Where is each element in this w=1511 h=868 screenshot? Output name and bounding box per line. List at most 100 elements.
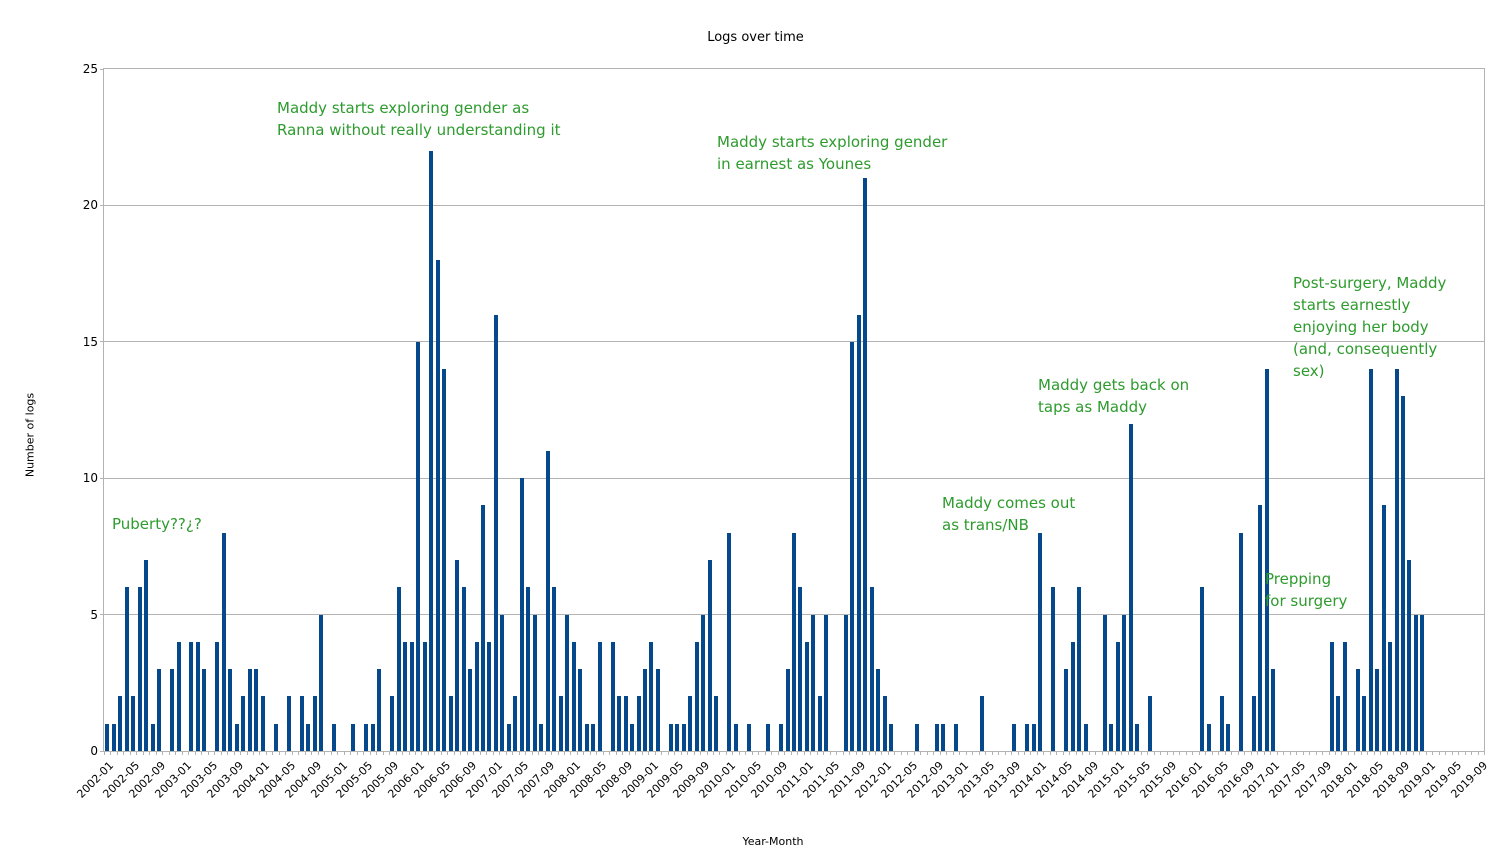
bar — [1394, 369, 1399, 751]
x-axis-tick — [661, 751, 663, 755]
x-axis-tick — [751, 751, 753, 755]
bar — [513, 696, 518, 751]
bar — [474, 641, 479, 751]
y-axis-tick — [100, 341, 104, 343]
bar — [1070, 641, 1075, 751]
x-axis-tick — [337, 751, 339, 755]
bar — [591, 723, 596, 751]
x-axis-tick — [583, 751, 585, 755]
bar — [254, 669, 259, 751]
bar — [792, 532, 796, 751]
x-axis-tick — [862, 751, 864, 755]
x-axis-tick — [1458, 751, 1460, 755]
bar — [850, 341, 855, 751]
x-axis-tick — [1211, 751, 1213, 755]
bar — [157, 669, 162, 751]
x-axis-tick — [725, 751, 727, 755]
bar — [727, 532, 732, 751]
bar — [953, 723, 958, 751]
x-axis-tick — [427, 751, 429, 755]
bar — [746, 723, 751, 751]
bar — [1342, 641, 1347, 751]
x-axis-tick — [1049, 751, 1051, 755]
bar — [137, 587, 142, 751]
x-axis-tick — [1237, 751, 1239, 755]
bar — [1148, 696, 1153, 751]
bar — [1031, 723, 1036, 751]
x-axis-tick — [926, 751, 928, 755]
x-axis-tick — [855, 751, 857, 755]
bar — [1381, 505, 1386, 751]
x-axis-tick — [952, 751, 954, 755]
bar — [882, 696, 887, 751]
x-axis-tick — [304, 751, 306, 755]
x-axis-tick — [414, 751, 416, 755]
bar — [260, 696, 265, 751]
x-axis-tick — [764, 751, 766, 755]
x-axis-tick — [1322, 751, 1324, 755]
x-axis-tick — [1140, 751, 1142, 755]
plot-area: 0 5 10 15 20 25 2002-01 2002-05 2002-09 2003-01 20… — [75, 62, 1490, 801]
x-axis-tick — [518, 751, 520, 755]
bar — [429, 150, 434, 751]
bar — [396, 587, 401, 751]
x-axis-tick — [1328, 751, 1330, 755]
x-axis-tick — [900, 751, 902, 755]
x-axis-tick — [136, 751, 138, 755]
x-axis-tick — [1224, 751, 1226, 755]
bar — [623, 696, 628, 751]
bar — [1252, 696, 1256, 751]
x-axis-tick — [253, 751, 254, 755]
x-axis-tick — [1179, 751, 1181, 755]
x-axis-tick — [453, 751, 455, 755]
x-axis-tick — [1263, 751, 1265, 755]
x-axis-tick — [1153, 751, 1155, 755]
x-axis-tick — [265, 751, 267, 755]
x-axis-tick — [1121, 751, 1123, 755]
x-axis-tick — [104, 751, 105, 755]
x-axis-tick — [1276, 751, 1278, 755]
bar — [312, 696, 317, 751]
x-axis-tick — [1017, 751, 1019, 755]
x-axis-tick — [330, 751, 332, 755]
x-axis-tick — [188, 751, 190, 755]
annotation-taps: Maddy gets back on taps as Maddy — [1038, 376, 1190, 416]
x-axis-tick — [123, 751, 125, 755]
x-axis-tick — [1030, 751, 1032, 755]
x-axis-tick — [285, 751, 287, 755]
annotation-younes: Maddy starts exploring gender in earnest… — [717, 133, 948, 173]
x-axis-tick — [181, 751, 183, 755]
x-axis-tick — [389, 751, 391, 755]
bar — [766, 723, 771, 751]
bar — [1038, 532, 1043, 751]
x-axis-tick — [1160, 751, 1162, 755]
x-axis-tick — [790, 751, 792, 755]
gridline-y-10 — [104, 477, 1484, 479]
x-axis-tick — [175, 751, 177, 755]
bar — [1388, 641, 1393, 751]
x-axis-tick — [1043, 751, 1045, 755]
chart-title: Logs over time — [707, 30, 804, 45]
x-axis-tick — [492, 751, 494, 755]
x-axis-tick — [1438, 751, 1440, 755]
x-axis-tick — [278, 751, 280, 755]
bar — [1012, 723, 1017, 751]
x-axis-tick — [259, 751, 261, 755]
x-axis-tick — [1393, 751, 1395, 755]
x-axis-tick — [615, 751, 617, 755]
x-axis-tick — [116, 751, 118, 755]
bar — [442, 369, 447, 751]
bar — [979, 696, 984, 751]
bar — [390, 696, 395, 751]
bar — [558, 696, 563, 751]
x-axis-tick — [1425, 751, 1427, 755]
bar — [1407, 560, 1412, 751]
bar — [539, 723, 544, 751]
annotation-post-surgery: Post-surgery, Maddy starts earnestly enj… — [1293, 274, 1447, 380]
bar — [1051, 587, 1056, 751]
x-axis-tick — [220, 751, 222, 755]
x-axis-tick — [1484, 751, 1485, 755]
x-axis-tick — [693, 751, 695, 755]
bar — [856, 314, 861, 751]
